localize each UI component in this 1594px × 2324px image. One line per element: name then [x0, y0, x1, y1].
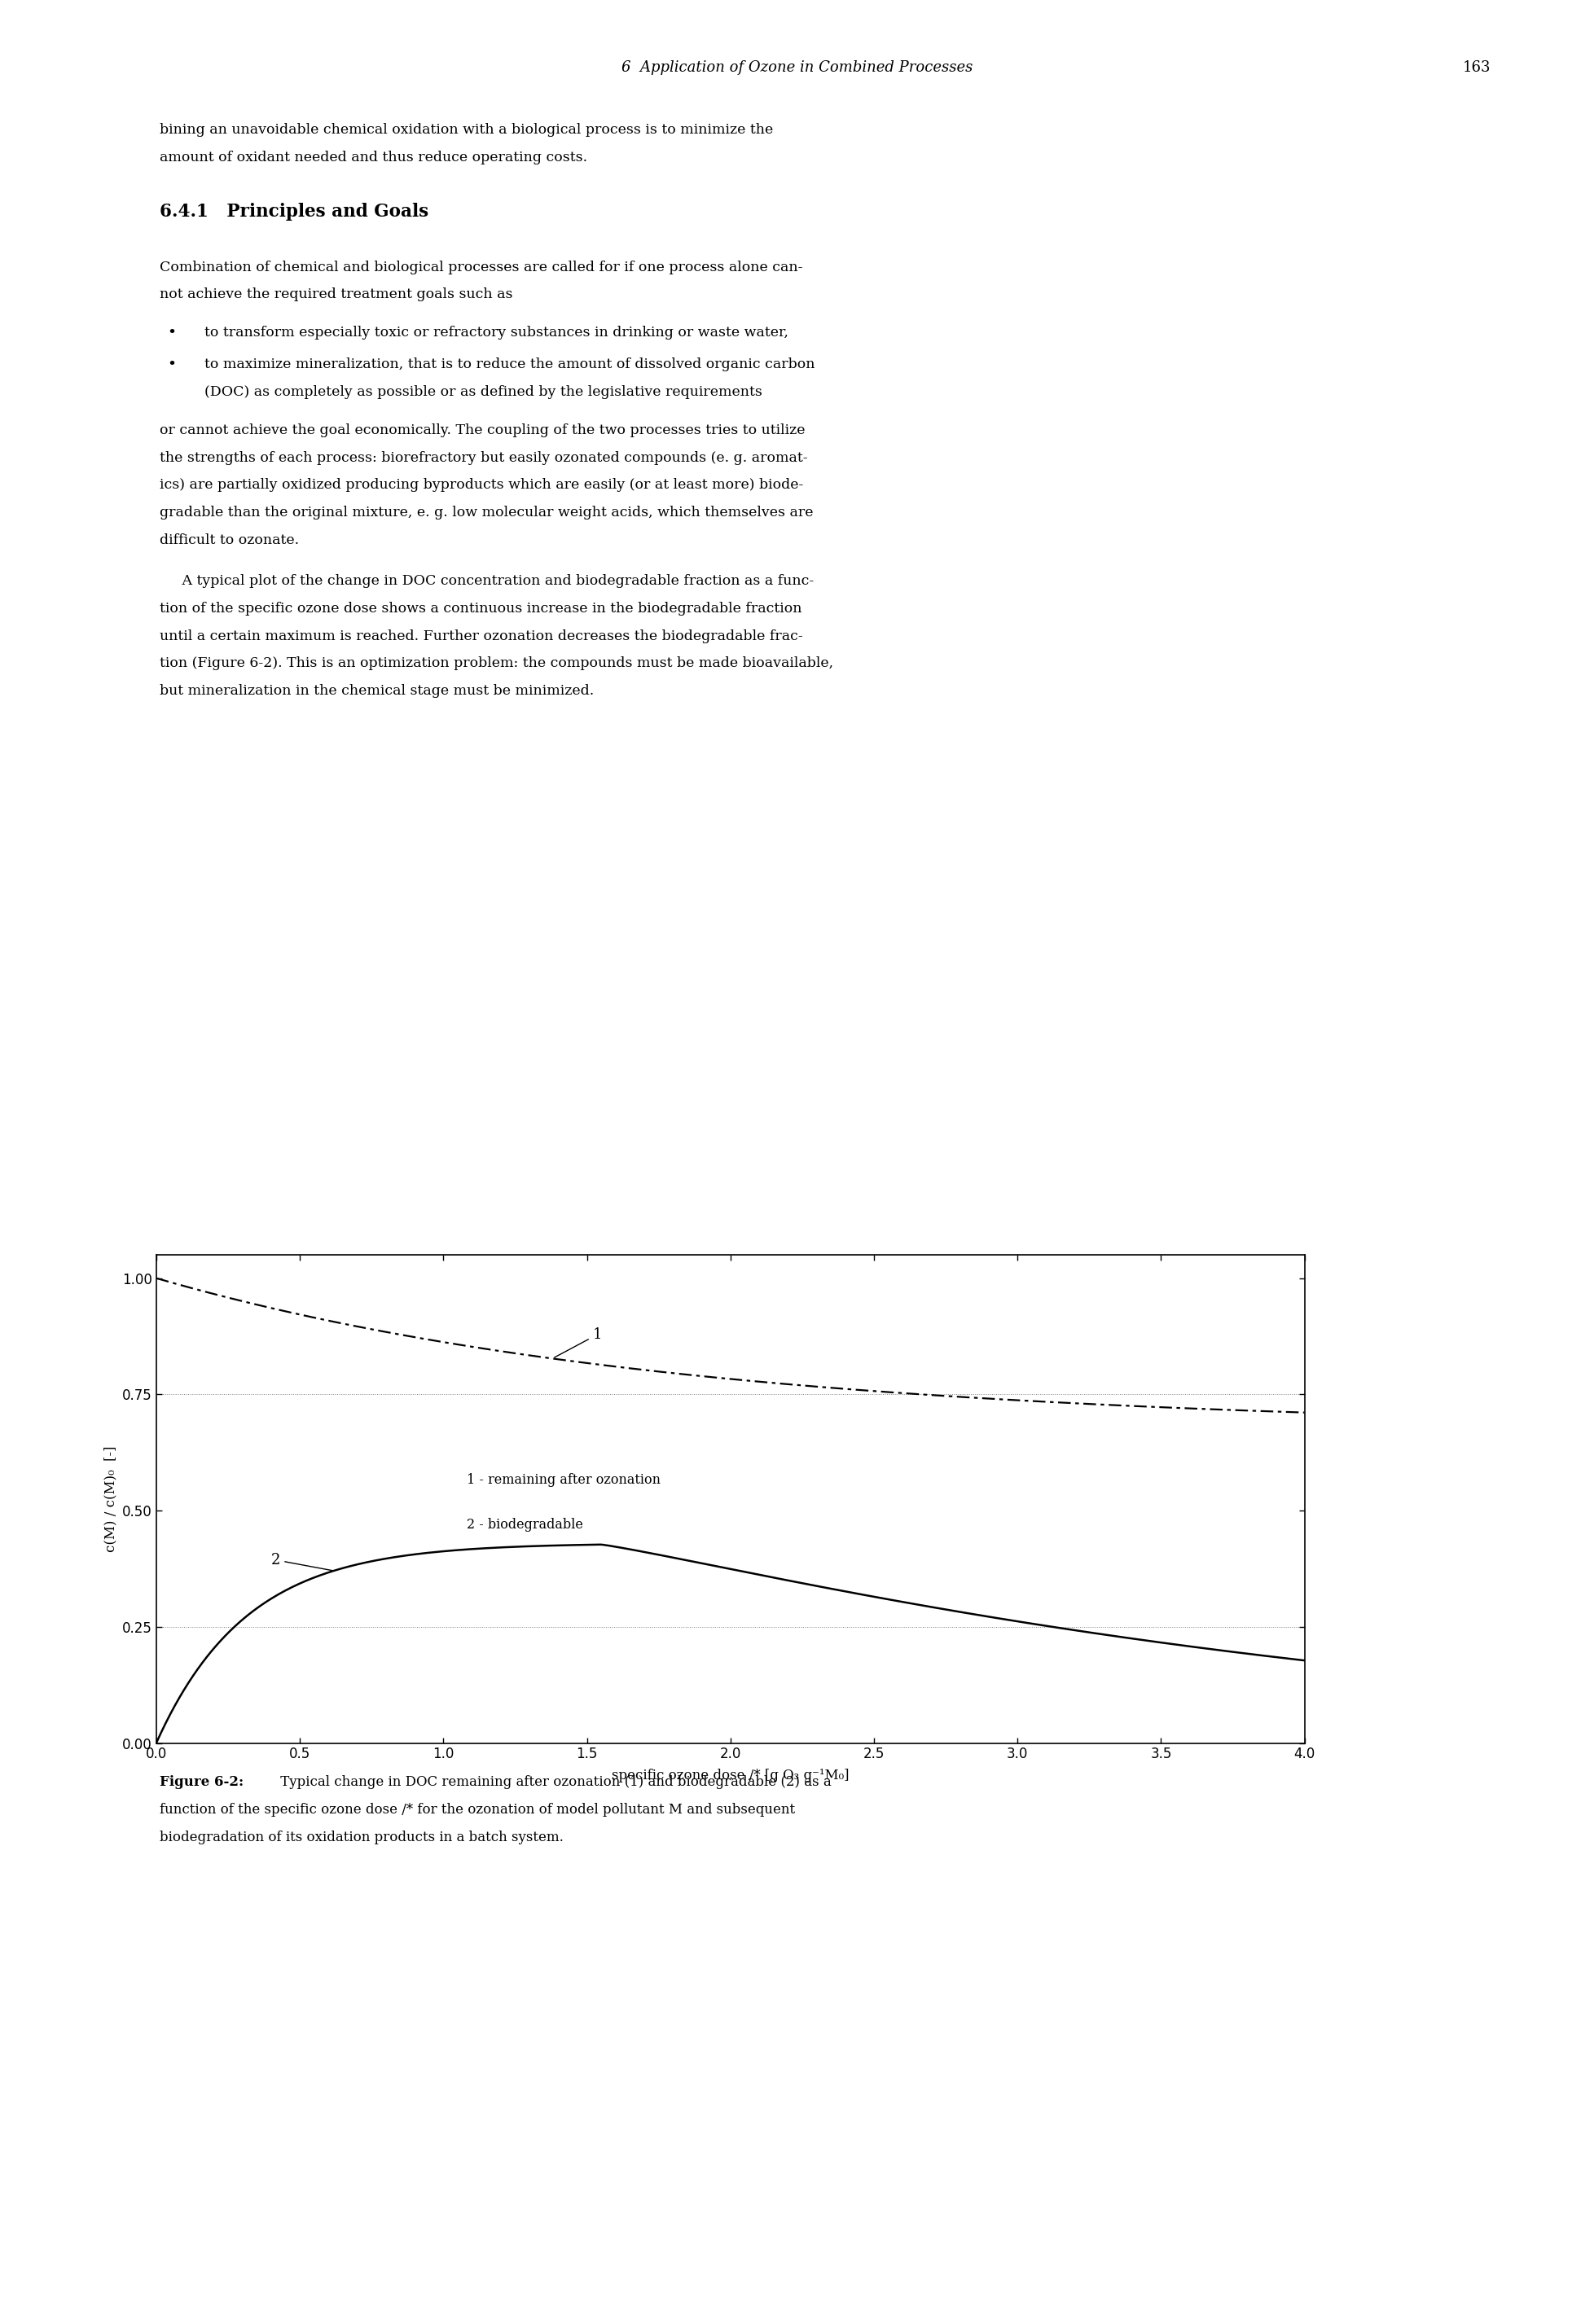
Text: or cannot achieve the goal economically. The coupling of the two processes tries: or cannot achieve the goal economically.…	[159, 423, 805, 437]
Text: 6  Application of Ozone in Combined Processes: 6 Application of Ozone in Combined Proce…	[622, 60, 972, 74]
Text: Figure 6-2:: Figure 6-2:	[159, 1776, 244, 1789]
Text: tion of the specific ozone dose shows a continuous increase in the biodegradable: tion of the specific ozone dose shows a …	[159, 602, 802, 616]
Text: but mineralization in the chemical stage must be minimized.: but mineralization in the chemical stage…	[159, 683, 593, 697]
Text: Typical change in DOC remaining after ozonation (1) and biodegradable (2) as a: Typical change in DOC remaining after oz…	[276, 1776, 830, 1789]
Text: 2: 2	[271, 1552, 332, 1571]
Text: to transform especially toxic or refractory substances in drinking or waste wate: to transform especially toxic or refract…	[204, 325, 787, 339]
Y-axis label: c(M) / c(M)₀  [-]: c(M) / c(M)₀ [-]	[104, 1446, 118, 1552]
X-axis label: specific ozone dose /* [g O₃ g⁻¹M₀]: specific ozone dose /* [g O₃ g⁻¹M₀]	[612, 1769, 848, 1783]
Text: 6.4.1   Principles and Goals: 6.4.1 Principles and Goals	[159, 202, 429, 221]
Text: difficult to ozonate.: difficult to ozonate.	[159, 532, 298, 546]
Text: 1 - remaining after ozonation: 1 - remaining after ozonation	[465, 1473, 660, 1487]
Text: 1: 1	[555, 1327, 601, 1357]
Text: gradable than the original mixture, e. g. low molecular weight acids, which them: gradable than the original mixture, e. g…	[159, 507, 813, 521]
Text: to maximize mineralization, that is to reduce the amount of dissolved organic ca: to maximize mineralization, that is to r…	[204, 358, 815, 372]
Text: not achieve the required treatment goals such as: not achieve the required treatment goals…	[159, 288, 512, 302]
Text: biodegradation of its oxidation products in a batch system.: biodegradation of its oxidation products…	[159, 1831, 563, 1845]
Text: until a certain maximum is reached. Further ozonation decreases the biodegradabl: until a certain maximum is reached. Furt…	[159, 630, 802, 644]
Text: A typical plot of the change in DOC concentration and biodegradable fraction as : A typical plot of the change in DOC conc…	[159, 574, 813, 588]
Text: bining an unavoidable chemical oxidation with a biological process is to minimiz: bining an unavoidable chemical oxidation…	[159, 123, 773, 137]
Text: amount of oxidant needed and thus reduce operating costs.: amount of oxidant needed and thus reduce…	[159, 151, 587, 165]
Text: Combination of chemical and biological processes are called for if one process a: Combination of chemical and biological p…	[159, 260, 802, 274]
Text: ics) are partially oxidized producing byproducts which are easily (or at least m: ics) are partially oxidized producing by…	[159, 479, 803, 493]
Text: (DOC) as completely as possible or as defined by the legislative requirements: (DOC) as completely as possible or as de…	[204, 386, 762, 400]
Text: function of the specific ozone dose /* for the ozonation of model pollutant M an: function of the specific ozone dose /* f…	[159, 1803, 794, 1817]
Text: 163: 163	[1462, 60, 1490, 74]
Text: the strengths of each process: biorefractory but easily ozonated compounds (e. g: the strengths of each process: biorefrac…	[159, 451, 807, 465]
Text: 2 - biodegradable: 2 - biodegradable	[465, 1518, 582, 1532]
Text: •: •	[167, 358, 177, 372]
Text: tion (Figure 6-2). This is an optimization problem: the compounds must be made b: tion (Figure 6-2). This is an optimizati…	[159, 658, 832, 669]
Text: •: •	[167, 325, 177, 342]
